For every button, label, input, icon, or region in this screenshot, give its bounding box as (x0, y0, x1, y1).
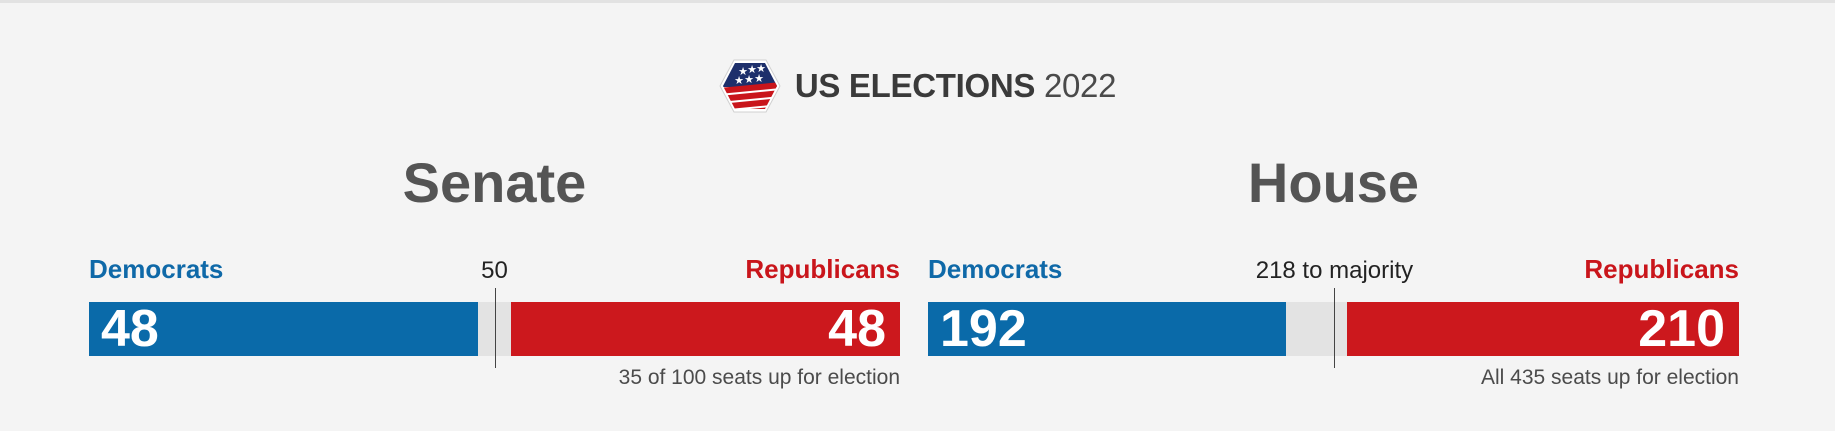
senate-title: Senate (402, 151, 587, 214)
senate-majority-label: 50 (481, 257, 508, 284)
house-democrats-bar: 192 (928, 300, 1286, 358)
senate-panel[interactable]: Senate Democrats Republicans 50 48 48 35… (89, 150, 900, 410)
senate-democrats-bar: 48 (89, 300, 479, 358)
senate-democrats-seats: 48 (101, 300, 159, 358)
house-majority-line (1334, 288, 1336, 368)
senate-seats-note: 35 of 100 seats up for election (618, 366, 900, 389)
house-panel[interactable]: House Democrats Republicans 218 to major… (928, 150, 1739, 410)
svg-text:★: ★ (754, 73, 764, 85)
header-title-year: 2022 (1043, 67, 1117, 104)
senate-republicans-seats: 48 (828, 300, 886, 358)
header: ★ ★ ★ ★ ★ ★ US ELECTIONS 2022 (0, 58, 1835, 114)
top-divider (0, 0, 1835, 3)
house-republicans-seats: 210 (1638, 300, 1725, 358)
senate-democrats-label: Democrats (89, 254, 224, 284)
svg-text:★: ★ (738, 66, 748, 78)
house-seats-note: All 435 seats up for election (1481, 366, 1739, 389)
header-title: US ELECTIONS 2022 (794, 67, 1117, 105)
house-title: House (1247, 151, 1420, 214)
house-majority-label: 218 to majority (1255, 257, 1414, 284)
house-republicans-bar: 210 (1347, 300, 1739, 358)
senate-republicans-bar: 48 (510, 300, 900, 358)
svg-text:★: ★ (744, 74, 754, 86)
senate-republicans-label: Republicans (745, 254, 900, 284)
senate-majority-line (494, 288, 496, 368)
svg-text:★: ★ (747, 64, 757, 76)
header-title-main: US ELECTIONS (794, 67, 1036, 104)
house-democrats-seats: 192 (940, 300, 1027, 358)
svg-text:★: ★ (734, 75, 744, 87)
us-flag-hexagon-icon: ★ ★ ★ ★ ★ ★ (719, 59, 781, 113)
house-republicans-label: Republicans (1584, 254, 1739, 284)
house-seat-bar: 192 210 (928, 300, 1739, 358)
svg-text:★: ★ (756, 63, 766, 75)
house-democrats-label: Democrats (928, 254, 1063, 284)
